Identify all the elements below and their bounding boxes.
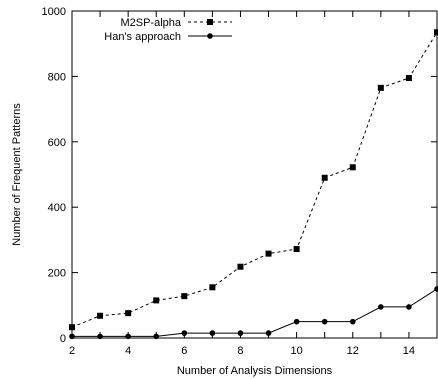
data-point	[434, 29, 438, 36]
y-tick-label: 200	[48, 268, 66, 280]
series-line	[72, 288, 438, 337]
data-point	[125, 333, 131, 340]
plot-border	[71, 10, 438, 339]
plot-frame	[71, 10, 438, 339]
x-tick-label: 12	[347, 345, 359, 357]
data-point	[377, 84, 384, 91]
data-point	[265, 330, 272, 336]
x-tick-label: 14	[403, 345, 415, 357]
data-point	[405, 75, 412, 82]
data-point	[209, 330, 216, 336]
x-tick-label: 4	[125, 345, 131, 357]
data-point	[181, 293, 188, 300]
data-point	[125, 310, 132, 317]
data-point	[237, 330, 244, 336]
x-tick-label: 10	[290, 345, 302, 357]
data-point	[378, 304, 384, 310]
x-tick-label: 6	[181, 345, 187, 357]
legend-label: M2SP-alpha	[120, 17, 181, 29]
y-tick-label: 1000	[42, 6, 66, 18]
data-point	[265, 250, 272, 257]
data-point	[349, 318, 356, 325]
data-point	[321, 174, 328, 181]
x-tick-label: 8	[237, 345, 243, 357]
data-point	[349, 164, 356, 171]
data-point	[97, 312, 104, 319]
y-axis-ticks: 0 200 400 600 800 1000	[42, 6, 437, 345]
data-point	[181, 330, 188, 336]
data-point	[153, 333, 160, 340]
y-axis-title: Number of Frequent Patterns	[11, 103, 23, 246]
data-point	[237, 263, 244, 270]
data-point	[434, 286, 438, 292]
data-point	[69, 324, 75, 331]
series-hans-approach	[69, 286, 438, 340]
series-layer	[69, 29, 438, 340]
data-point	[97, 333, 103, 340]
data-point	[153, 297, 160, 304]
y-tick-label: 600	[48, 137, 66, 149]
series-m2sp-alpha	[69, 29, 438, 331]
y-tick-label: 800	[48, 71, 66, 83]
x-axis-title: Number of Analysis Dimensions	[177, 365, 333, 377]
x-tick-label: 2	[69, 345, 75, 357]
legend: M2SP-alpha Han's approach	[104, 17, 232, 43]
data-point	[293, 246, 300, 253]
data-point	[406, 304, 412, 310]
y-tick-label: 0	[60, 333, 66, 345]
data-point	[69, 333, 75, 340]
legend-marker	[207, 19, 213, 25]
data-point	[209, 284, 216, 291]
series-line	[71, 31, 438, 328]
y-tick-label: 400	[48, 202, 66, 214]
legend-label: Han's approach	[104, 31, 181, 43]
data-point	[321, 318, 328, 325]
legend-marker	[207, 33, 213, 39]
data-point	[293, 318, 300, 325]
